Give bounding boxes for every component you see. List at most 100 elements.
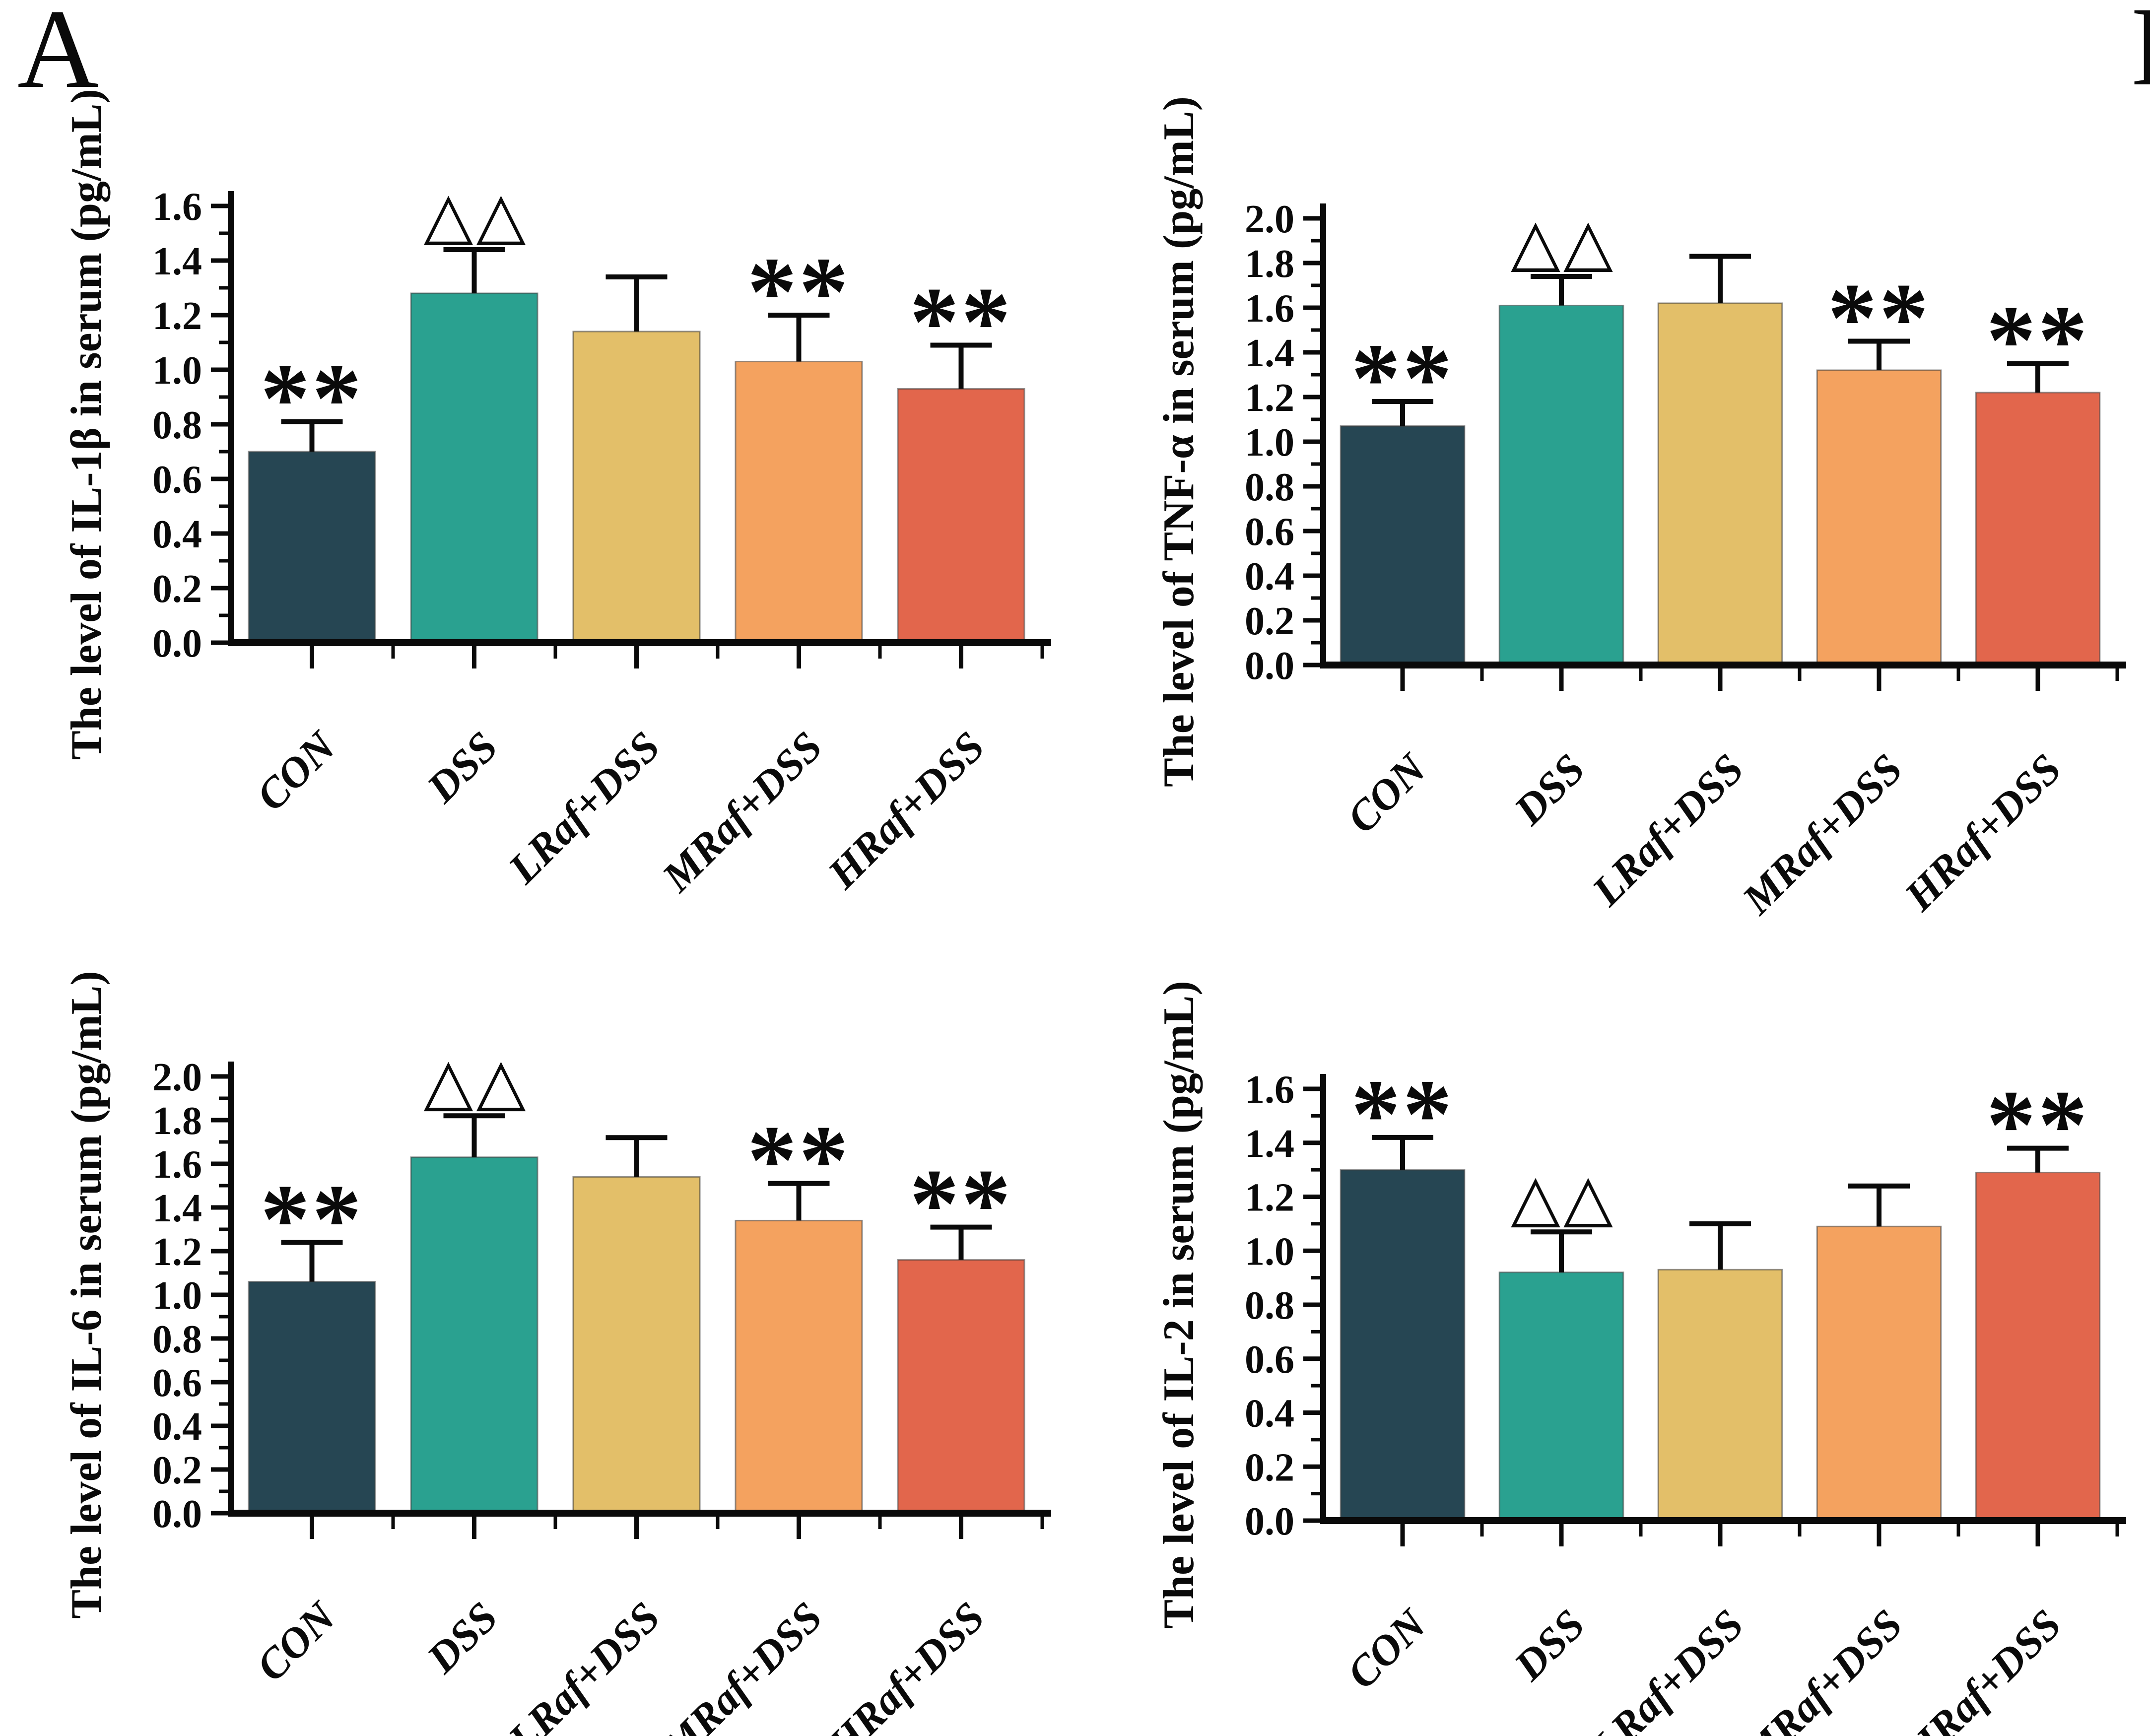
y-tick-label: 1.6 (1245, 1068, 1294, 1112)
panel-b-chart: ** △△ ** ** 0.00.20.40.60.81.01.21.41.61.82.… (1155, 96, 2126, 924)
significance-asterisks: ** (747, 1106, 851, 1215)
y-tick-label: 1.8 (1245, 242, 1294, 286)
x-tick-label-con: CON (1338, 744, 1436, 842)
y-tick-label: 1.6 (1245, 287, 1294, 331)
y-tick-label: 1.0 (152, 349, 202, 393)
significance-triangles: △△ (1511, 1159, 1616, 1235)
significance-triangles: △△ (424, 1043, 529, 1119)
bar-a-dss (410, 292, 538, 644)
bar-a-lraf-dss (572, 331, 701, 644)
bar-a-hraf-dss (897, 388, 1025, 644)
y-tick-label: 0.6 (1245, 1338, 1294, 1382)
y-axis-title: The level of IL-2 in serum (pg/mL) (1155, 981, 1203, 1628)
x-tick-label-lraf-dss: LRaf+DSS (499, 723, 669, 893)
bar-c-mraf-dss (735, 1219, 863, 1514)
bar-b-lraf-dss (1657, 302, 1783, 666)
y-tick-label: 1.0 (1245, 421, 1294, 465)
significance-asterisks: ** (1827, 264, 1931, 373)
significance-asterisks: ** (1986, 1070, 2089, 1180)
panel-c-chart: ** △△ ** ** 0.00.20.40.60.81.01.21.41.61.82.… (63, 971, 1051, 1736)
x-tick-label-dss: DSS (417, 1593, 507, 1682)
bar-b-dss (1498, 305, 1624, 666)
y-tick-label: 0.4 (152, 513, 202, 556)
y-tick-label: 0.2 (152, 567, 202, 611)
x-tick-label-lraf-dss: LRaf+DSS (1582, 1601, 1752, 1736)
y-tick-label: 0.6 (152, 458, 202, 502)
y-axis-title: The level of TNF-α in serum (pg/mL) (1155, 96, 1203, 787)
y-axis-title: The level of IL-6 in serum (pg/mL) (63, 971, 111, 1618)
y-tick-label: 0.4 (1245, 1392, 1294, 1436)
y-tick-label: 0.6 (1245, 510, 1294, 554)
x-tick-label-mraf-dss: MRaf+DSS (652, 1593, 831, 1736)
y-tick-label: 0.6 (152, 1361, 202, 1405)
y-tick-label: 1.4 (1245, 332, 1294, 375)
x-tick-label-hraf-dss: HRaf+DSS (818, 1593, 994, 1736)
x-tick-label-con: CON (247, 1592, 345, 1690)
bar-d-lraf-dss (1657, 1269, 1783, 1522)
bar-b-mraf-dss (1816, 369, 1942, 666)
significance-asterisks: ** (261, 344, 364, 454)
bar-a-con (248, 451, 376, 644)
y-tick-label: 2.0 (152, 1056, 202, 1099)
bar-d-hraf-dss (1975, 1172, 2101, 1522)
significance-asterisks: ** (747, 237, 851, 347)
y-tick-label: 0.8 (1245, 1284, 1294, 1328)
bar-b-con (1340, 425, 1466, 666)
panel-d-chart: ** △△ ** 0.0 0.2 0.4 0.6 0.8 1.0 1.2 1.4 1.6 CON DSSL… (1155, 981, 2126, 1736)
y-tick-label: 0.2 (152, 1449, 202, 1492)
bar-d-con (1340, 1169, 1466, 1522)
significance-asterisks: ** (910, 1149, 1013, 1259)
y-tick-label: 1.4 (152, 240, 202, 283)
x-tick-label-hraf-dss: HRaf+DSS (1895, 1601, 2070, 1736)
y-tick-label: 0.0 (1245, 1500, 1294, 1543)
significance-asterisks: ** (1986, 286, 2089, 396)
y-tick-label: 1.6 (152, 1143, 202, 1187)
x-tick-label-con: CON (1338, 1600, 1436, 1698)
bar-a-mraf-dss (735, 361, 863, 644)
y-tick-label: 0.0 (152, 1492, 202, 1536)
y-tick-label: 1.8 (152, 1099, 202, 1143)
y-tick-label: 0.8 (152, 403, 202, 447)
significance-asterisks: ** (261, 1164, 364, 1274)
significance-triangles: △△ (424, 177, 529, 253)
y-tick-label: 0.8 (152, 1318, 202, 1361)
significance-asterisks: ** (1351, 1060, 1454, 1169)
bar-c-lraf-dss (572, 1176, 701, 1514)
y-tick-label: 1.6 (152, 185, 202, 229)
y-tick-label: 0.8 (1245, 466, 1294, 509)
x-tick-label-mraf-dss: MRaf+DSS (1733, 1601, 1912, 1736)
x-tick-label-con: CON (247, 722, 345, 820)
bar-d-dss (1498, 1271, 1624, 1522)
y-tick-label: 0.2 (1245, 1446, 1294, 1489)
y-tick-label: 0.2 (1245, 600, 1294, 643)
y-tick-label: 1.0 (152, 1274, 202, 1318)
x-tick-label-dss: DSS (417, 723, 507, 812)
bar-b-hraf-dss (1975, 392, 2101, 666)
y-tick-label: 1.4 (152, 1187, 202, 1230)
x-tick-label-dss: DSS (1504, 745, 1594, 834)
significance-asterisks: ** (1351, 324, 1454, 433)
significance-asterisks: ** (910, 267, 1013, 377)
y-tick-label: 1.0 (1245, 1230, 1294, 1273)
panel-letter-b: B (2131, 0, 2150, 103)
y-tick-label: 1.2 (152, 294, 202, 338)
y-tick-label: 2.0 (1245, 198, 1294, 241)
y-axis-title: The level of IL-1β in serum (pg/mL) (63, 89, 111, 760)
y-tick-label: 0.4 (1245, 555, 1294, 599)
bar-c-hraf-dss (897, 1259, 1025, 1514)
panel-letter-a: A (17, 0, 99, 112)
y-tick-label: 1.2 (1245, 376, 1294, 420)
bar-c-dss (410, 1156, 538, 1514)
y-tick-label: 1.4 (1245, 1122, 1294, 1166)
y-tick-label: 1.2 (1245, 1176, 1294, 1220)
bar-c-con (248, 1281, 376, 1514)
x-tick-label-lraf-dss: LRaf+DSS (499, 1593, 669, 1736)
x-tick-label-dss: DSS (1504, 1601, 1594, 1690)
significance-triangles: △△ (1511, 204, 1616, 279)
y-tick-label: 0.4 (152, 1405, 202, 1449)
y-tick-label: 0.0 (152, 622, 202, 666)
y-tick-label: 0.0 (1245, 644, 1294, 688)
panel-a-chart: ** △△ ** ** 0.0 0.2 0.4 0.6 0.8 1.0 1.2 1.4 1.6 CON DS… (63, 89, 1051, 901)
bar-d-mraf-dss (1816, 1225, 1942, 1522)
